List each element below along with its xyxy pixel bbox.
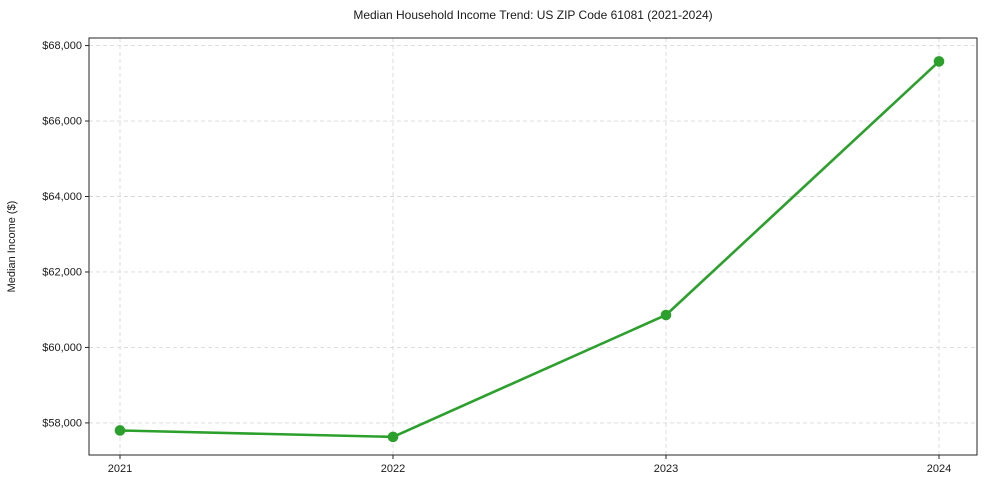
- y-tick-label: $58,000: [42, 417, 82, 429]
- y-tick-label: $66,000: [42, 116, 82, 128]
- y-tick-label: $64,000: [42, 191, 82, 203]
- data-point-2021: [114, 425, 126, 436]
- plot-border: [88, 37, 978, 456]
- y-axis-label: Median Income ($): [6, 200, 18, 293]
- data-point-2024: [933, 56, 945, 67]
- y-tick-label: $62,000: [42, 266, 82, 278]
- y-tick-label: $68,000: [42, 40, 82, 52]
- x-tick-label: 2022: [381, 463, 405, 475]
- x-tick-label: 2023: [654, 463, 678, 475]
- data-point-2023: [660, 309, 672, 321]
- trend-line: [119, 60, 940, 439]
- data-point-2022: [387, 431, 399, 443]
- chart-title: Median Household Income Trend: US ZIP Co…: [353, 8, 713, 22]
- y-tick-label: $60,000: [42, 342, 82, 354]
- x-tick-label: 2021: [108, 463, 132, 475]
- x-tick-label: 2024: [927, 463, 951, 475]
